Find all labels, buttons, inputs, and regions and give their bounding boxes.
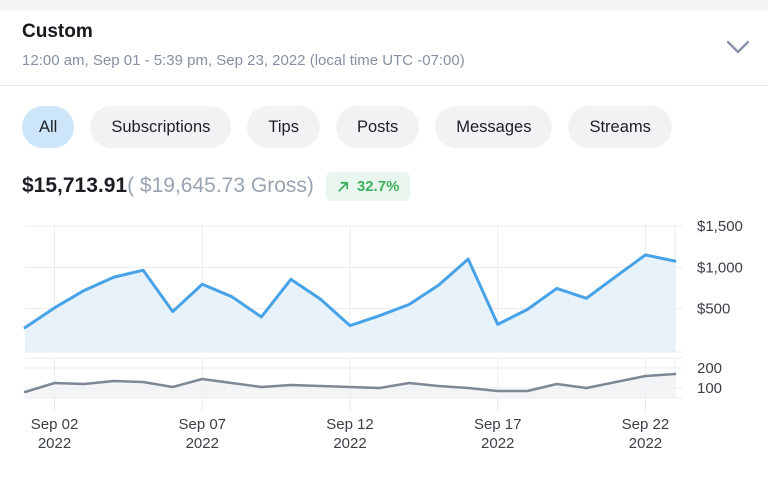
header-divider [0,85,768,86]
net-amount: $15,713.91 [22,174,128,197]
tab-messages[interactable]: Messages [435,106,553,148]
chevron-down-icon [726,40,750,54]
page-title: Custom [22,21,93,42]
gross-amount: ( $19,645.73 Gross) [127,174,314,197]
earnings-filter-tabs: All Subscriptions Tips Posts Messages St… [22,106,672,148]
date-range-label: 12:00 am, Sep 01 - 5:39 pm, Sep 23, 2022… [22,52,465,69]
svg-text:200: 200 [697,360,722,377]
svg-text:$1,000: $1,000 [697,259,743,276]
earnings-summary: $15,713.91 ( $19,645.73 Gross) 32.7% [22,169,411,203]
svg-text:2022: 2022 [333,435,366,452]
tab-streams[interactable]: Streams [568,106,672,148]
date-range-expander[interactable] [714,30,762,64]
svg-text:Sep 17: Sep 17 [474,416,522,433]
svg-text:$1,500: $1,500 [697,220,743,235]
svg-text:Sep 07: Sep 07 [178,416,226,433]
change-value: 32.7% [356,177,400,195]
svg-text:Sep 02: Sep 02 [31,416,79,433]
change-badge: 32.7% [325,171,411,201]
svg-text:100: 100 [697,380,722,397]
tab-tips[interactable]: Tips [247,106,320,148]
svg-text:2022: 2022 [186,435,219,452]
svg-text:$500: $500 [697,301,730,318]
earnings-chart[interactable]: $500 $1,000 $1,500 100 200 Sep 02 2022 Sep 07 20… [0,220,768,482]
top-strip [0,0,768,10]
svg-text:2022: 2022 [481,435,514,452]
tab-posts[interactable]: Posts [335,106,420,148]
tab-all[interactable]: All [22,106,75,148]
svg-text:Sep 12: Sep 12 [326,416,374,433]
trend-up-arrow-icon [338,181,348,192]
svg-text:Sep 22: Sep 22 [622,416,670,433]
svg-text:2022: 2022 [38,435,71,452]
tab-subscriptions[interactable]: Subscriptions [90,106,232,148]
svg-text:2022: 2022 [629,435,662,452]
